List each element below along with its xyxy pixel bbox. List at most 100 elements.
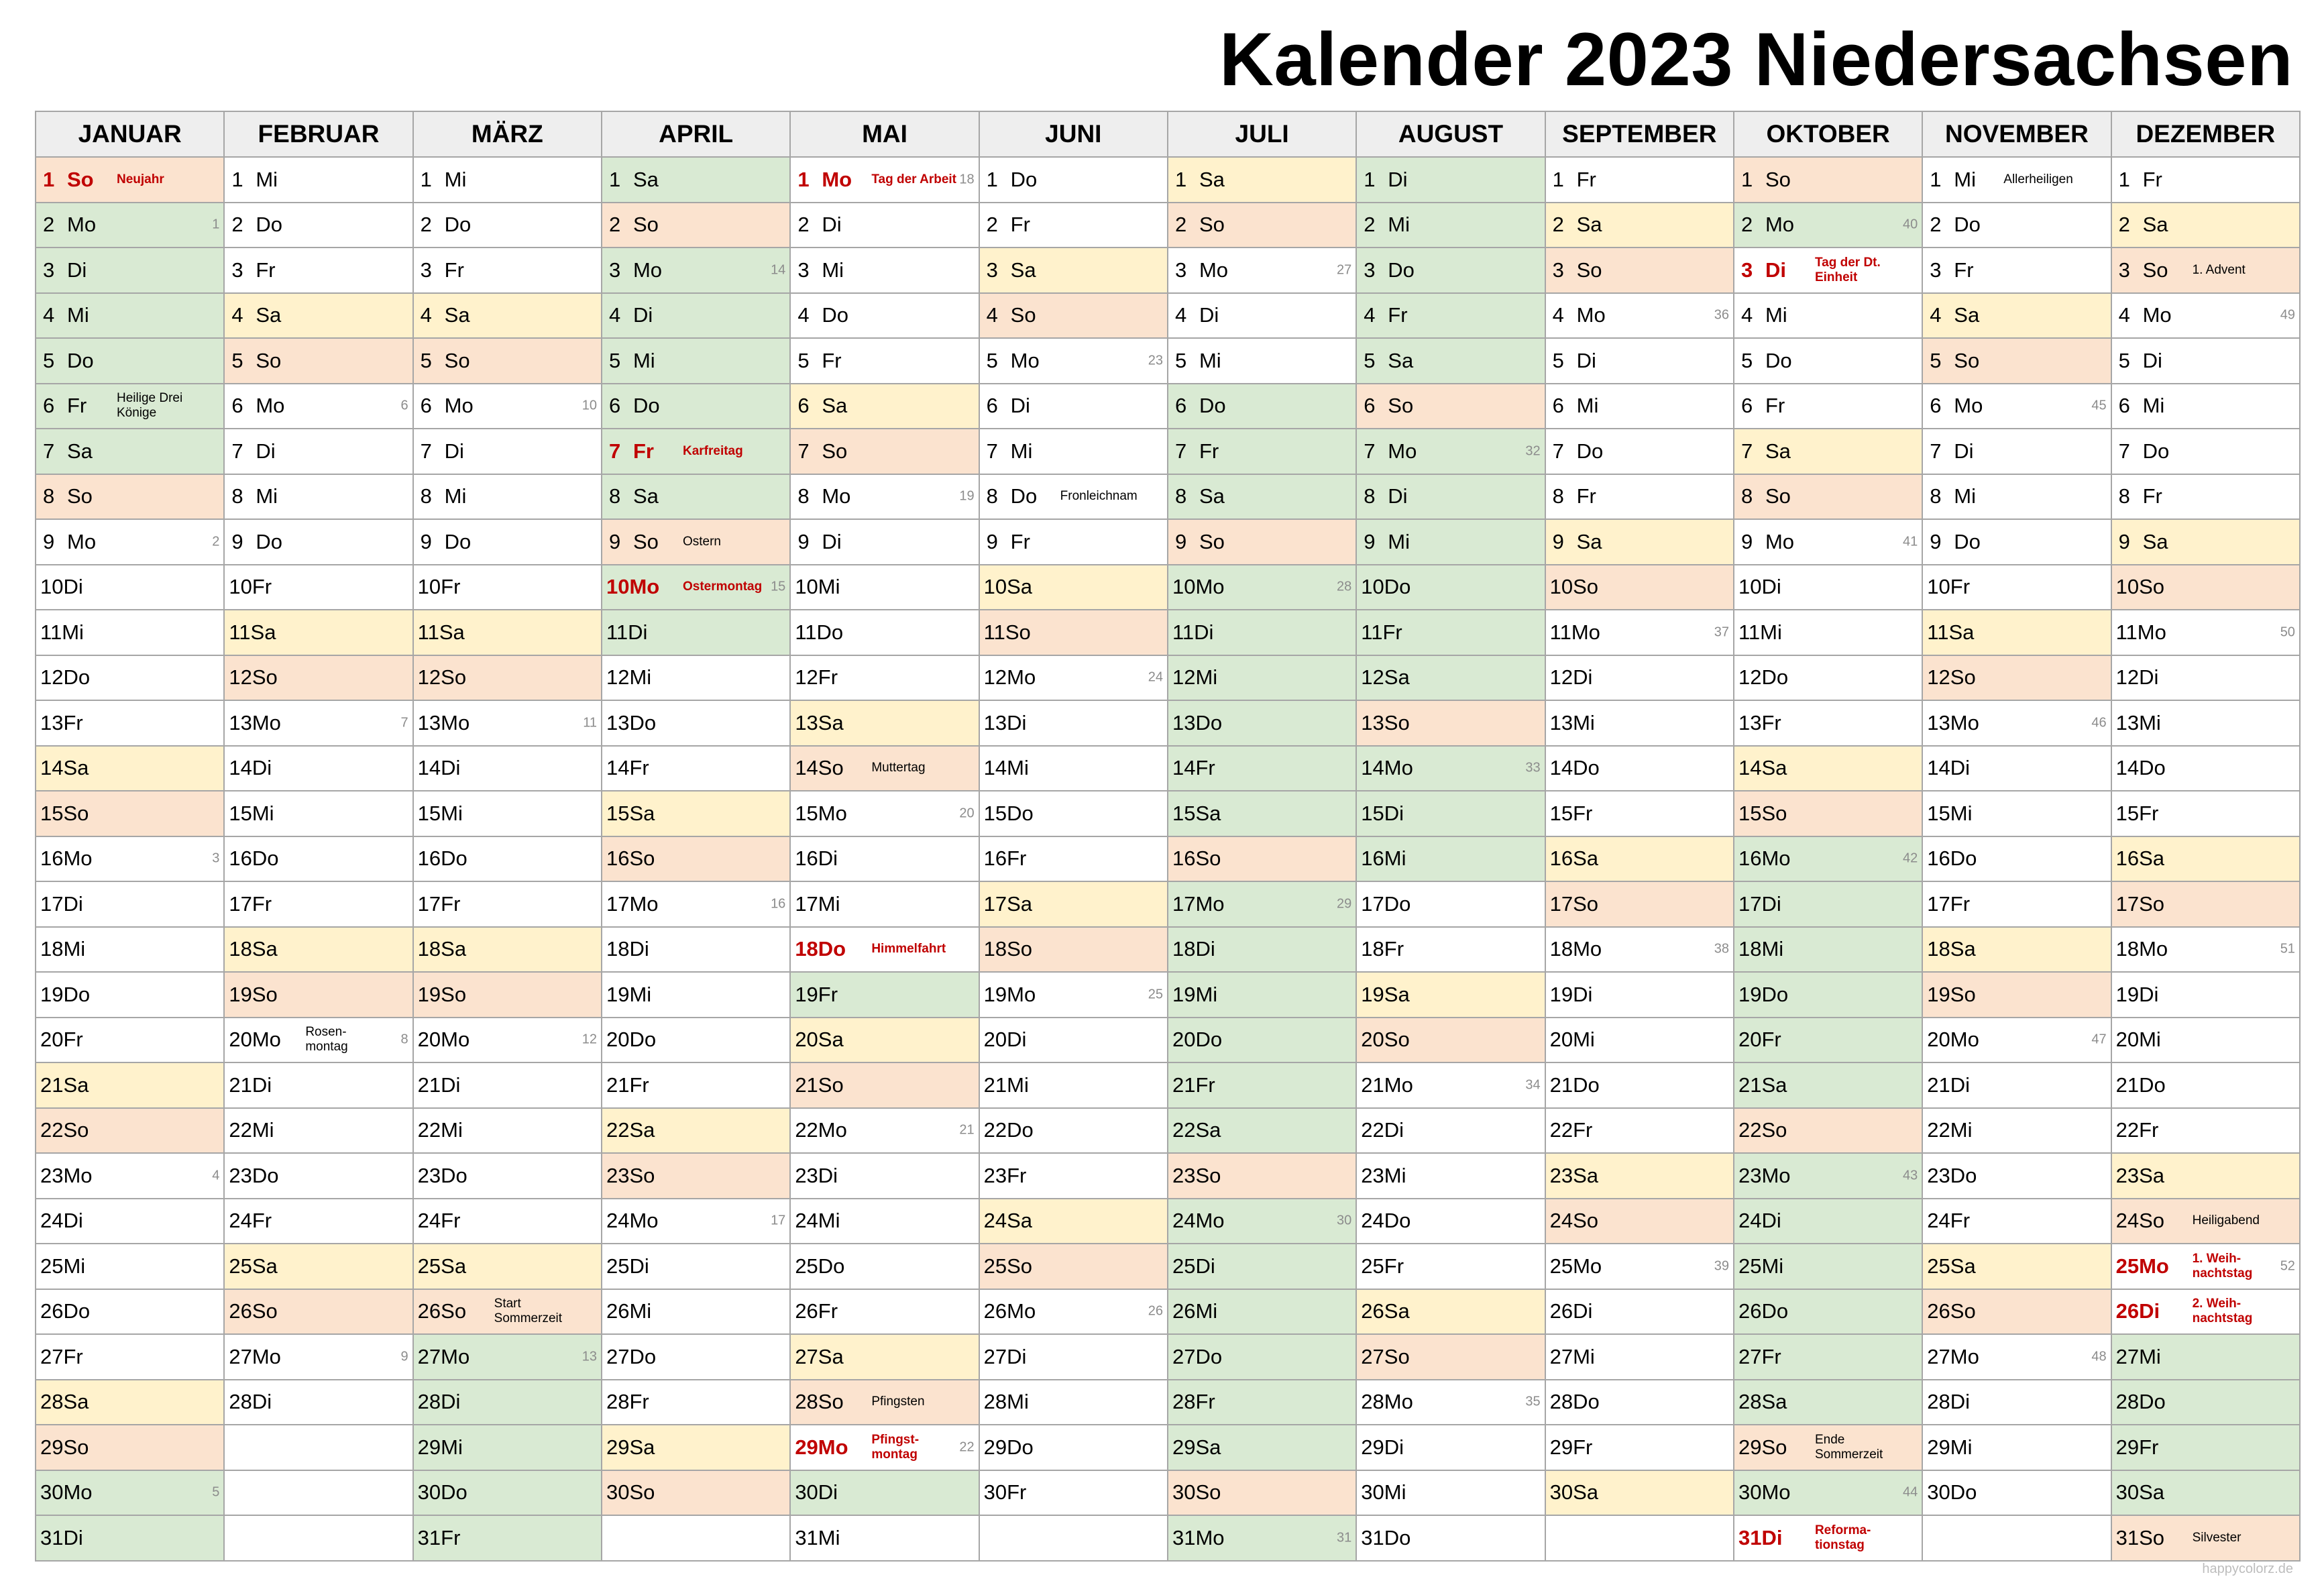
day-cell: 20Fr [1732,1016,1924,1063]
day-cell: 5 Mi [600,337,791,384]
day-number: 15 [1927,801,1950,825]
weekday: Fr [2142,484,2162,508]
day-label: 15Di [1361,802,1404,826]
day-cell: 29Mi [1922,1424,2112,1471]
day-number: 24 [1172,1209,1196,1233]
day-label: 9 Sa [2119,530,2168,554]
day-label: 2 Mo [43,213,96,237]
day-cell: 1 So [1732,156,1924,203]
day-number: 8 [1364,484,1376,508]
day-label: 28So [795,1390,843,1414]
week-number: 47 [2091,1032,2107,1047]
day-label: 9 So [609,530,659,554]
day-label: 17Fr [1927,892,1970,916]
day-cell: 8 So [34,473,225,520]
day-label: 20Mi [2116,1028,2161,1052]
day-cell: 14Mo 33 [1355,745,1546,791]
day-label: 25Sa [1927,1254,1975,1278]
day-label: 9 Do [421,530,472,554]
day-cell: 27Mo 48 [1922,1333,2112,1380]
day-label: 26Fr [795,1299,838,1323]
day-cell: 5 Sa [1355,337,1546,384]
day-label: 28Do [1550,1390,1600,1414]
event-note: Heilige Drei Könige [117,391,183,421]
day-cell: 20Mo Rosen- montag 8 [223,1016,414,1063]
weekday: Mi [1950,801,1973,825]
weekday: Sa [1007,1209,1033,1233]
day-label: 12Mo [984,665,1036,690]
day-label: 10Mo [1172,575,1225,599]
day-label: 19Do [1738,983,1788,1007]
day-number: 24 [2115,1209,2140,1233]
day-cell: 22Di [1355,1107,1546,1154]
day-number: 15 [2115,801,2140,825]
weekday: Sa [632,167,659,191]
day-number: 4 [43,303,55,327]
day-label: 23Sa [1550,1164,1598,1188]
day-number: 23 [795,1163,818,1187]
day-cell: 5 Di [1544,337,1734,384]
day-cell: 17Di [34,881,225,928]
day-cell [600,1515,791,1562]
week-number: 48 [2091,1349,2107,1364]
day-label: 3 Sa [987,258,1036,282]
day-label: 7 Di [421,439,464,463]
day-number: 23 [1172,1163,1196,1187]
day-cell: 15Mi [412,790,602,837]
day-cell: 8 Mi [412,473,602,520]
day-cell: 8 Do Fronleichnam [978,473,1168,520]
day-label: 9 Mi [1364,530,1410,554]
day-cell: 2 So [1166,201,1358,248]
day-label: 30Fr [984,1480,1027,1505]
day-label: 2 Mo [1741,213,1794,237]
day-label: 6 Di [987,394,1030,418]
event-note: Allerheiligen [2003,172,2073,186]
day-cell: 23Do [223,1152,414,1199]
weekday: Sa [818,1028,844,1052]
day-label: 13Sa [795,711,843,735]
day-number: 4 [608,303,621,327]
day-label: 13Fr [1738,711,1781,735]
day-label: 19Mi [606,983,651,1007]
weekday: Mi [818,1209,840,1233]
day-number: 21 [983,1073,1007,1097]
weekday: Mo [1573,937,1602,961]
day-row: 20Fr 20Mo Rosen- montag 8 20Mo 12 20Do 20Sa 20Di… [34,1016,2301,1063]
weekday: Mi [1573,1028,1595,1052]
day-number: 5 [797,348,810,372]
day-label: 20Sa [795,1028,843,1052]
day-cell: 19Fr [789,971,980,1018]
weekday: So [1573,891,1599,916]
day-cell: 4 Mi [34,292,225,339]
day-number: 29 [2115,1435,2140,1459]
weekday: Di [818,1163,838,1187]
day-number: 13 [2115,710,2140,734]
day-number: 26 [1927,1299,1950,1323]
day-cell: 28Mo 35 [1355,1378,1546,1425]
month-header: AUGUST [1355,111,1546,158]
day-cell: 27Fr [1732,1333,1924,1380]
day-label: 10So [2116,575,2164,599]
day-cell: 20Mo 12 [412,1016,602,1063]
day-cell: 6 Fr [1732,382,1924,429]
day-label: 19Mi [1172,983,1217,1007]
day-number: 2 [43,213,55,237]
weekday: Sa [439,620,465,644]
weekday: Sa [256,303,282,327]
day-number: 1 [1174,167,1187,191]
day-number: 10 [1738,575,1762,599]
day-cell: 14Mi [978,745,1168,791]
week-number: 18 [959,172,975,187]
day-label: 24Do [1361,1209,1410,1233]
weekday: Mi [1195,982,1218,1006]
day-label: 15Mo [795,802,847,826]
day-label: 30So [606,1480,655,1505]
day-cell: 27Do [1166,1333,1358,1380]
weekday: Mo [1761,1163,1791,1187]
weekday: Do [816,620,844,644]
day-cell: 5 So [223,337,414,384]
weekday: Fr [1765,394,1785,418]
day-number: 14 [1738,756,1762,780]
day-cell: 19Di [2110,971,2301,1018]
day-cell: 21Mo 34 [1355,1062,1546,1109]
